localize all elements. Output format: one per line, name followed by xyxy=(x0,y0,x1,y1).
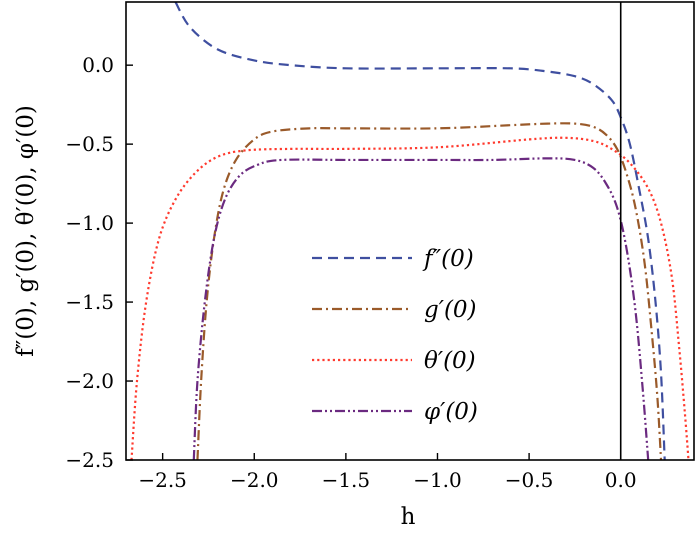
x-tick-label: −2.0 xyxy=(230,468,279,492)
legend: f″(0) g′(0) θ′(0) φ′(0) xyxy=(312,246,478,425)
legend-label-1: f″(0) xyxy=(422,246,474,272)
y-tick-label: −0.5 xyxy=(65,132,114,156)
y-tick-label: −1.0 xyxy=(65,211,114,235)
series-line-4-branch-1 xyxy=(192,157,650,460)
legend-label-2: g′(0) xyxy=(424,297,477,323)
x-tick-label: −0.5 xyxy=(505,468,554,492)
ticks-layer: −2.5 −2.0 −1.5 −1.0 −0.5 0.0 0.0 −0.5 −1.0 −1.5 −2… xyxy=(65,53,636,492)
legend-label-3: θ′(0) xyxy=(424,348,476,374)
y-axis-label: f″(0), g′(0), θ′(0), φ′(0) xyxy=(13,105,39,357)
y-tick-label: −2.0 xyxy=(65,369,114,393)
series-line-1-branch-1 xyxy=(174,2,666,460)
y-tick-label: −1.5 xyxy=(65,290,114,314)
series-layer xyxy=(130,2,690,460)
x-tick-label: −2.5 xyxy=(138,468,187,492)
x-tick-label: −1.0 xyxy=(413,468,462,492)
series-line-2-branch-1 xyxy=(196,122,663,460)
x-tick-label: 0.0 xyxy=(605,468,637,492)
plot-frame xyxy=(125,1,695,461)
x-tick-label: −1.5 xyxy=(322,468,371,492)
y-tick-label: 0.0 xyxy=(82,53,114,77)
legend-label-4: φ′(0) xyxy=(424,399,478,425)
x-axis-label: h xyxy=(401,504,416,530)
y-tick-label: −2.5 xyxy=(65,448,114,472)
